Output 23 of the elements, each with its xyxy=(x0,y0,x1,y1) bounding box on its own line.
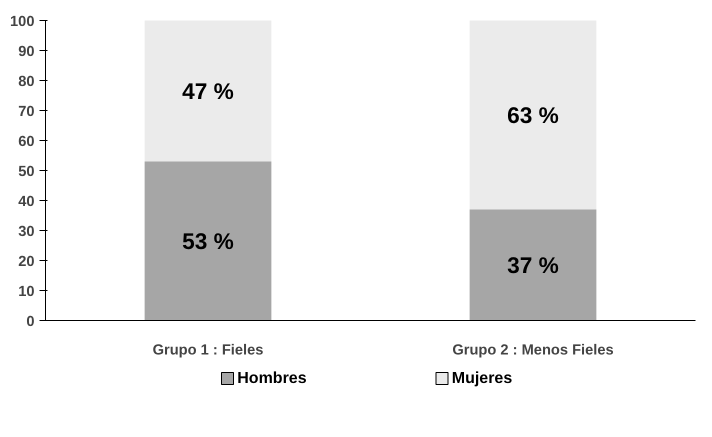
bar xyxy=(470,20,596,210)
y-tick-label: 20 xyxy=(18,254,35,270)
legend-label: Hombres xyxy=(237,370,307,387)
y-tick-label: 40 xyxy=(18,194,35,210)
bar xyxy=(144,20,272,162)
data-label: 47 % xyxy=(182,78,234,104)
bar xyxy=(470,210,596,320)
data-label: 63 % xyxy=(507,102,559,128)
y-tick-label: 60 xyxy=(18,134,35,150)
data-label: 37 % xyxy=(507,252,559,278)
y-tick-label: 80 xyxy=(18,74,35,90)
legend-label: Mujeres xyxy=(452,370,512,387)
y-tick-label: 70 xyxy=(18,104,35,120)
y-tick-label: 30 xyxy=(18,224,35,240)
y-tick-label: 10 xyxy=(18,284,35,300)
x-tick-label: Grupo 1 : Fieles xyxy=(152,342,264,358)
y-tick-label: 90 xyxy=(18,44,35,60)
y-tick-label: 50 xyxy=(18,164,35,180)
data-label: 53 % xyxy=(182,228,234,254)
y-tick-label: 100 xyxy=(10,14,35,30)
y-tick-label: 0 xyxy=(26,314,35,330)
x-tick-label: Grupo 2 : Menos Fieles xyxy=(452,342,614,358)
bar xyxy=(144,162,272,320)
